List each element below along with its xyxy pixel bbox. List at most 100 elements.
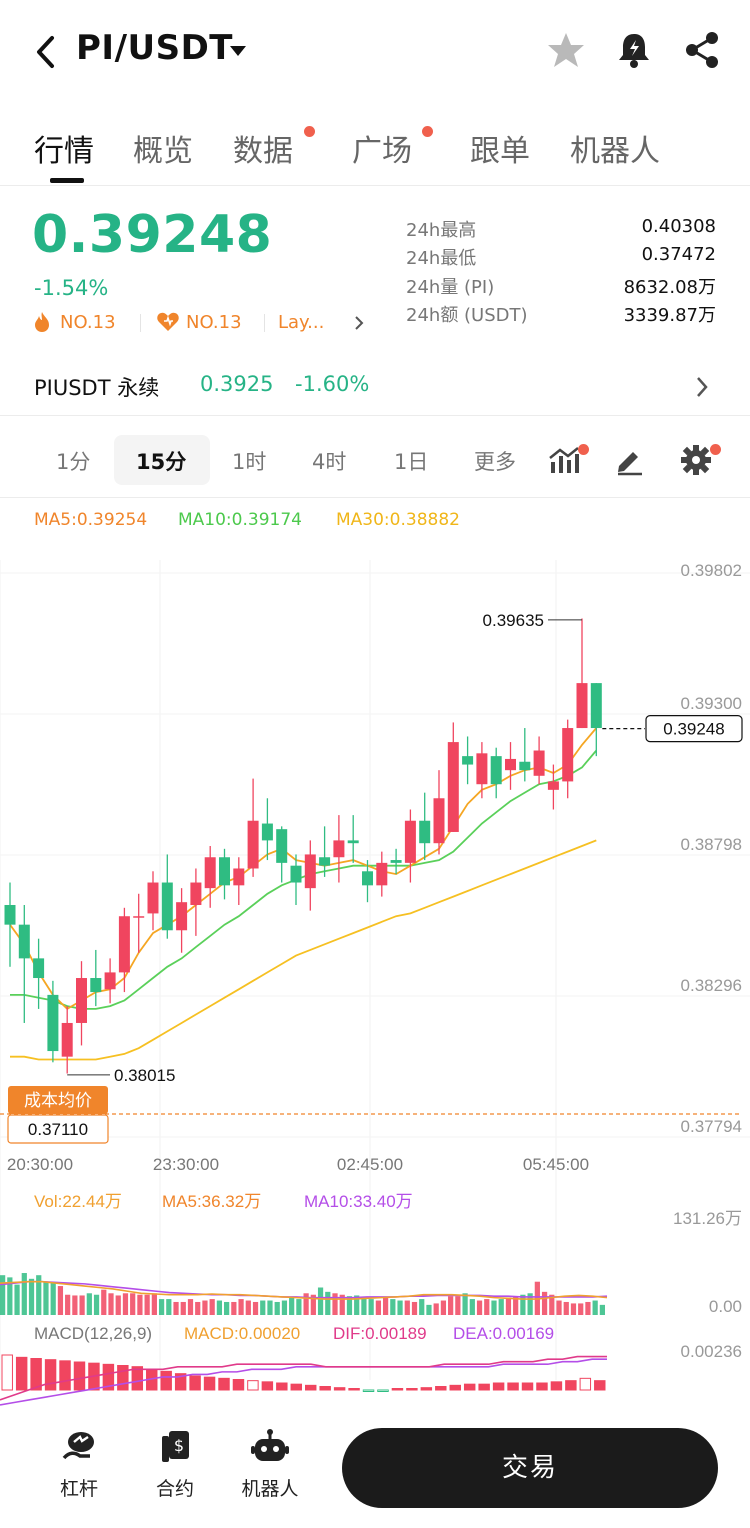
tab-market[interactable]: 行情 [34, 134, 94, 169]
trade-button[interactable]: 交易 [342, 1428, 718, 1508]
price-axis-label: 0.39802 [681, 561, 742, 580]
star-icon[interactable] [546, 30, 586, 70]
candle-body [147, 882, 159, 914]
moving-average-lines [9, 727, 597, 1061]
divider [264, 314, 265, 332]
volume-bar [570, 1303, 577, 1315]
volume-bar [65, 1294, 71, 1315]
leverage-button[interactable]: 杠杆 [34, 1428, 124, 1501]
volume-bar [375, 1300, 381, 1315]
svg-text:$: $ [174, 1436, 184, 1455]
tab-bots[interactable]: 机器人 [570, 134, 660, 169]
candle-body [562, 728, 574, 782]
leverage-label: 杠杆 [59, 1478, 98, 1500]
candle-body [133, 916, 145, 918]
tab-data[interactable]: 数据 [233, 134, 293, 169]
volume-bar [411, 1301, 418, 1315]
volume-bar [28, 1278, 35, 1315]
stat-value-24h-volume: 8632.08万 [623, 277, 716, 298]
candle-body [433, 798, 445, 844]
macd-histogram-bar [348, 1388, 360, 1391]
volume-bar [527, 1293, 533, 1315]
volume-bar [79, 1295, 85, 1315]
time-axis-label: 02:45:00 [337, 1155, 403, 1174]
candle-body [276, 829, 288, 863]
low-price-label: 0.38015 [114, 1066, 175, 1085]
tab-overview[interactable]: 概览 [133, 134, 193, 169]
candle-body [347, 840, 359, 844]
caret-down-icon[interactable] [228, 44, 248, 58]
macd-histogram-bar [189, 1375, 201, 1391]
macd-histogram-bar [333, 1387, 346, 1391]
volume-ma10-legend: MA10:33.40万 [304, 1192, 413, 1211]
divider [140, 314, 141, 332]
volume-bar [72, 1295, 78, 1315]
volume-bar [433, 1303, 439, 1315]
interval-more[interactable]: 更多 [474, 450, 516, 474]
candle-body [533, 750, 545, 776]
chevron-right-icon [355, 316, 364, 330]
contract-button[interactable]: $ 合约 [130, 1428, 220, 1501]
candle-body [161, 882, 173, 931]
kline-chart[interactable]: 0.39802 0.39300 0.38798 0.38296 0.37794 20:3… [0, 540, 750, 1410]
volume-bar [354, 1295, 360, 1315]
volume-bar [599, 1304, 605, 1315]
volume-bar [419, 1299, 425, 1315]
macd-histogram-bar [276, 1382, 288, 1391]
volume-bar [317, 1287, 324, 1315]
volume-bar [245, 1300, 251, 1315]
dea-legend: DEA:0.00169 [453, 1324, 554, 1343]
perpetual-contract-row[interactable]: PIUSDT 永续 0.3925 -1.60% [0, 360, 750, 416]
price-alert-bell-icon[interactable] [614, 30, 654, 70]
active-interval-background [114, 435, 210, 485]
settings-gear-icon[interactable] [680, 444, 712, 476]
volume-bar [397, 1300, 403, 1315]
tab-square[interactable]: 广场 [352, 134, 412, 169]
indicator-icon[interactable] [548, 444, 582, 476]
volume-bar [455, 1296, 461, 1315]
leverage-icon [62, 1432, 94, 1460]
stat-value-24h-high: 0.40308 [641, 216, 716, 237]
volume-bar [310, 1294, 316, 1315]
interval-4h[interactable]: 4时 [312, 450, 347, 474]
volume-bar [224, 1301, 230, 1315]
volume-bar [50, 1282, 56, 1315]
back-arrow-icon[interactable] [30, 32, 64, 72]
candle-body [490, 756, 502, 785]
interval-1h[interactable]: 1时 [232, 450, 267, 474]
macd-histogram-bar [44, 1359, 57, 1391]
macd-histogram-bar [463, 1383, 476, 1391]
stat-value-24h-low: 0.37472 [641, 244, 716, 265]
candle-body [376, 862, 388, 886]
cost-price-value: 0.37110 [28, 1120, 88, 1139]
ma30-legend: MA30:0.38882 [336, 510, 460, 530]
volume-bar [563, 1301, 569, 1315]
robot-button[interactable]: 机器人 [225, 1428, 315, 1501]
price-axis-label: 0.39300 [681, 694, 742, 713]
candle-body [576, 683, 588, 729]
volume-bar [325, 1291, 331, 1315]
contract-label: 合约 [155, 1478, 194, 1500]
draw-pencil-icon[interactable] [614, 444, 646, 476]
macd-histogram-bar [420, 1387, 433, 1391]
volume-bar [491, 1300, 497, 1315]
interval-1d[interactable]: 1日 [394, 450, 429, 474]
share-icon[interactable] [682, 30, 722, 70]
interval-1m[interactable]: 1分 [56, 450, 91, 474]
price-axis: 0.39802 0.39300 0.38798 0.38296 0.37794 [681, 561, 742, 1136]
stat-value-24h-turnover: 3339.87万 [623, 305, 716, 326]
macd-histogram-bar [218, 1377, 230, 1391]
interval-15m[interactable]: 15分 [136, 450, 187, 474]
candlesticks [4, 618, 602, 1074]
tab-copy-trading[interactable]: 跟单 [470, 134, 530, 169]
volume-bar [144, 1294, 150, 1315]
time-axis: 20:30:00 23:30:00 02:45:00 05:45:00 [7, 1155, 589, 1174]
candle-body [319, 857, 331, 866]
macd-histogram-bar [319, 1386, 331, 1391]
volume-axis-max: 131.26万 [673, 1209, 742, 1228]
macd-histogram-bar [492, 1382, 505, 1391]
last-price: 0.39248 [32, 205, 273, 265]
macd-histogram-bar [247, 1380, 259, 1391]
price-change-percent: -1.54% [34, 276, 109, 300]
pair-title[interactable]: PI/USDT [76, 28, 233, 68]
